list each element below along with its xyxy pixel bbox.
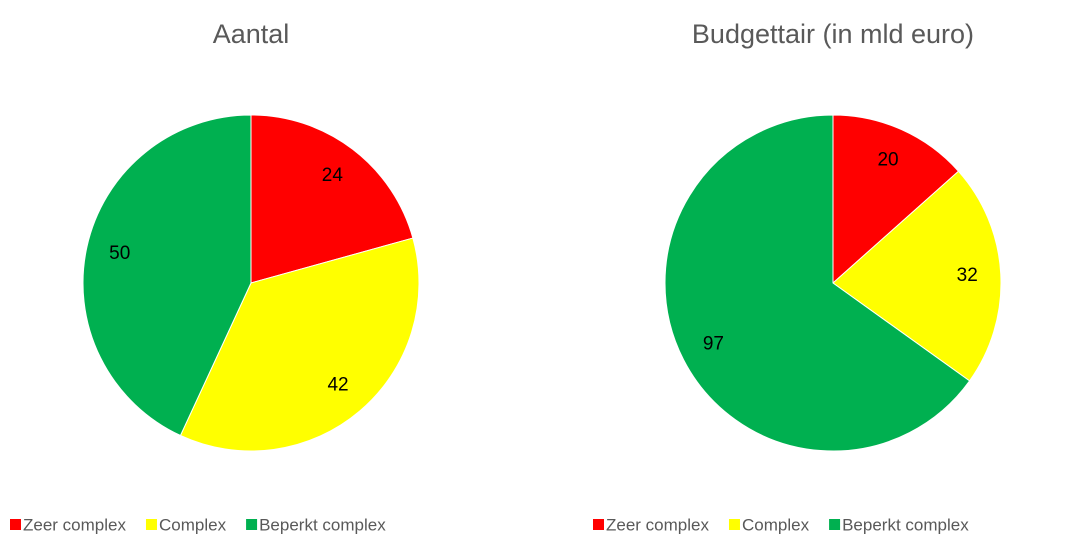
legend-swatch <box>829 519 841 530</box>
pie-slice <box>664 114 971 452</box>
pie-slice <box>250 114 414 284</box>
data-label: 24 <box>322 165 344 186</box>
data-label: 42 <box>327 374 348 395</box>
chart-title: Aantal <box>213 19 290 49</box>
data-label: 97 <box>703 333 724 354</box>
chart-title: Budgettair (in mld euro) <box>692 19 974 49</box>
data-label: 32 <box>957 265 978 286</box>
pie-slice <box>832 114 960 285</box>
pie-slice <box>179 237 420 452</box>
legend-label: Zeer complex <box>23 515 126 534</box>
legend-label: Beperkt complex <box>259 515 386 534</box>
pie-slice <box>82 114 252 437</box>
data-label: 20 <box>877 149 898 170</box>
pie-slice <box>832 170 1002 382</box>
data-label: 50 <box>109 243 130 264</box>
legend-swatch <box>728 519 740 530</box>
legend-swatch <box>593 519 604 530</box>
legend-label: Complex <box>742 515 810 534</box>
legend-swatch <box>246 519 258 530</box>
legend-label: Zeer complex <box>606 515 709 534</box>
legend-label: Complex <box>159 515 227 534</box>
legend-swatch <box>10 519 21 530</box>
legend-swatch <box>145 519 157 530</box>
legend-label: Beperkt complex <box>842 515 969 534</box>
